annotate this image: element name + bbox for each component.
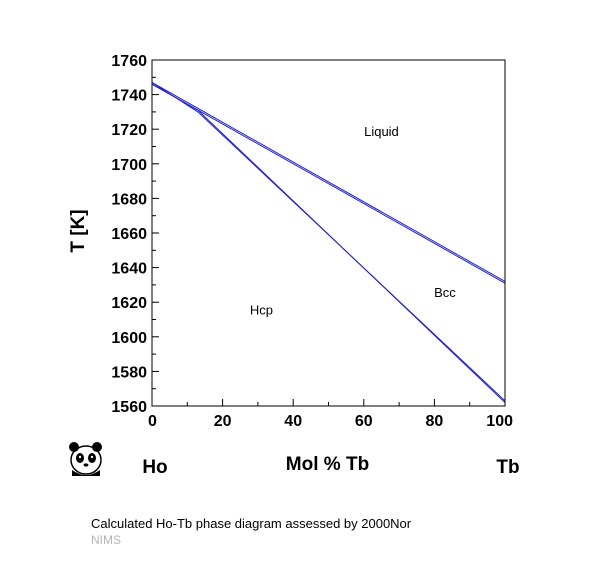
x-tick-labels: 0 20 40 60 80 100	[148, 413, 513, 430]
y-tick-label: 1660	[111, 226, 147, 243]
credit-text: NIMS	[91, 533, 121, 547]
region-label: Hcp	[250, 302, 273, 317]
left-end-label: Ho	[142, 457, 167, 478]
x-tick-label: 40	[284, 413, 302, 430]
phase-boundary-line	[151, 83, 506, 403]
x-tick-label: 80	[426, 413, 444, 430]
figure-caption: Calculated Ho-Tb phase diagram assessed …	[91, 516, 412, 531]
y-tick-labels: 1560 1580 1600 1620 1640 1660 1680 1700 1720 1740…	[111, 53, 147, 416]
phase-boundary-line	[151, 82, 506, 402]
y-tick-label: 1560	[111, 399, 147, 416]
x-tick-label: 0	[148, 413, 157, 430]
y-axis-title: T [K]	[68, 209, 89, 252]
x-tick-label: 60	[355, 413, 373, 430]
y-tick-label: 1580	[111, 364, 147, 381]
phase-boundary-line	[151, 82, 506, 282]
y-tick-label: 1760	[111, 53, 147, 70]
x-tick-label: 20	[214, 413, 232, 430]
phase-boundary-line	[151, 83, 506, 284]
y-tick-label: 1640	[111, 261, 147, 278]
right-end-label: Tb	[496, 457, 519, 478]
phase-boundary-lines	[151, 82, 506, 403]
y-tick-label: 1740	[111, 88, 147, 105]
y-tick-label: 1680	[111, 191, 147, 208]
x-tick-label: 100	[486, 413, 513, 430]
x-axis-title: Mol % Tb	[286, 454, 369, 475]
y-tick-label: 1620	[111, 295, 147, 312]
plot-frame	[151, 59, 506, 407]
y-tick-label: 1720	[111, 122, 147, 139]
panda-logo-icon	[69, 442, 102, 476]
region-labels: Liquid Bcc Hcp	[250, 124, 456, 317]
y-tick-label: 1700	[111, 157, 147, 174]
region-label: Bcc	[434, 285, 456, 300]
region-label: Liquid	[364, 124, 399, 139]
y-tick-label: 1600	[111, 330, 147, 347]
